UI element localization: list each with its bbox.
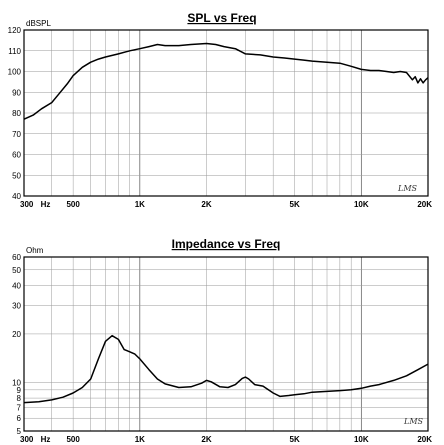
impedance-chart-title: Impedance vs Freq xyxy=(172,237,281,251)
impedance-y-axis-label: Ohm xyxy=(26,246,44,255)
y-tick-label: 80 xyxy=(12,109,21,118)
impedance-chart: Impedance vs Freq Ohm 60504030201098765 … xyxy=(12,237,432,444)
spl-y-axis-label: dBSPL xyxy=(26,19,51,28)
y-tick-label: 40 xyxy=(12,281,21,290)
impedance-curve xyxy=(23,334,429,404)
spl-chart: SPL vs Freq dBSPL 120110100908070605040 … xyxy=(8,11,433,209)
y-tick-label: 10 xyxy=(12,378,21,387)
x-tick-label: 5K xyxy=(290,200,300,209)
y-tick-label: 60 xyxy=(12,253,21,262)
x-tick-label: Hz xyxy=(41,200,51,209)
x-tick-label: 1K xyxy=(135,200,145,209)
y-tick-label: 60 xyxy=(12,151,21,160)
x-tick-label: 500 xyxy=(66,200,80,209)
impedance-lms-watermark: LMS xyxy=(403,417,424,426)
y-tick-label: 8 xyxy=(17,394,22,403)
x-tick-label: 20K xyxy=(417,435,432,444)
y-tick-label: 110 xyxy=(8,47,21,56)
x-tick-label: 20K xyxy=(417,200,432,209)
x-tick-label: 10K xyxy=(354,200,369,209)
y-tick-label: 9 xyxy=(17,386,22,395)
spl-x-ticks: 300 Hz 500 1K 2K 5K 10K 20K xyxy=(20,200,432,209)
x-tick-label: 5K xyxy=(290,435,300,444)
spl-lms-watermark: LMS xyxy=(397,184,418,193)
y-tick-label: 100 xyxy=(8,68,22,77)
y-tick-label: 50 xyxy=(12,266,21,275)
x-tick-label: Hz xyxy=(41,435,51,444)
x-tick-label: 300 xyxy=(20,435,34,444)
spl-plot-frame xyxy=(23,29,429,197)
y-tick-label: 6 xyxy=(17,414,22,423)
spl-y-ticks: 120 110 100 90 80 70 60 50 40 xyxy=(8,26,22,201)
impedance-grid xyxy=(24,257,428,431)
y-tick-label: 30 xyxy=(12,302,21,311)
x-tick-label: 500 xyxy=(66,435,80,444)
spl-grid xyxy=(24,30,428,196)
impedance-x-ticks: 300 Hz 500 1K 2K 5K 10K 20K xyxy=(20,435,432,444)
spl-curve xyxy=(23,42,429,120)
y-tick-label: 70 xyxy=(12,130,21,139)
y-tick-label: 90 xyxy=(12,88,21,97)
x-tick-label: 2K xyxy=(201,200,211,209)
y-tick-label: 7 xyxy=(17,403,22,412)
y-tick-label: 40 xyxy=(12,192,21,201)
y-tick-label: 5 xyxy=(17,427,22,436)
y-tick-label: 20 xyxy=(12,330,21,339)
y-tick-label: 120 xyxy=(8,26,22,35)
x-tick-label: 2K xyxy=(201,435,211,444)
spl-chart-title: SPL vs Freq xyxy=(187,11,256,25)
x-tick-label: 10K xyxy=(354,435,369,444)
y-tick-label: 50 xyxy=(12,171,21,180)
impedance-plot-frame xyxy=(23,256,429,432)
x-tick-label: 1K xyxy=(135,435,145,444)
x-tick-label: 300 xyxy=(20,200,34,209)
